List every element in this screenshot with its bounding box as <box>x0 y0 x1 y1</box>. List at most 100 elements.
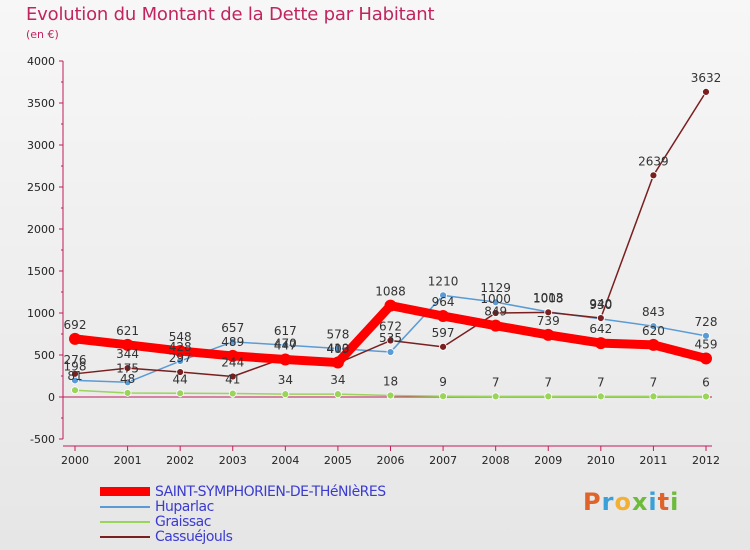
data-label: 728 <box>695 315 718 329</box>
data-label: 447 <box>274 338 297 352</box>
legend-swatch <box>100 535 150 538</box>
y-tick-label: 0 <box>48 391 55 404</box>
data-label: 617 <box>274 324 297 338</box>
data-point <box>544 392 553 401</box>
data-label: 198 <box>64 359 87 373</box>
data-point <box>491 392 500 401</box>
data-label: 843 <box>642 305 665 319</box>
data-label: 470 <box>274 337 297 351</box>
data-label: 1210 <box>428 274 459 288</box>
y-tick-label: 3500 <box>27 97 55 110</box>
data-point <box>123 389 132 397</box>
data-label: 964 <box>432 295 455 309</box>
data-label: 44 <box>173 372 188 386</box>
data-point <box>594 337 607 350</box>
data-label: 940 <box>589 297 612 311</box>
data-label: 2639 <box>638 154 669 168</box>
data-point <box>489 319 502 332</box>
y-tick-label: 2500 <box>27 181 55 194</box>
legend-swatch <box>100 487 150 496</box>
legend-item: Huparlac <box>100 498 386 515</box>
data-label: 175 <box>116 361 139 375</box>
data-point <box>544 308 553 317</box>
data-label: 410 <box>326 342 349 356</box>
data-label: 548 <box>169 330 192 344</box>
data-label: 297 <box>169 351 192 365</box>
data-label: 428 <box>169 340 192 354</box>
data-point <box>386 391 395 400</box>
data-point <box>386 348 395 356</box>
data-point <box>226 349 239 362</box>
legend-swatch <box>100 505 150 508</box>
data-point <box>71 386 79 395</box>
data-point <box>176 357 185 365</box>
chart-unit: (en €) <box>26 28 59 41</box>
legend-label: Huparlac <box>155 498 214 515</box>
x-tick-label: 2001 <box>114 454 142 467</box>
data-label: 1129 <box>480 281 511 295</box>
data-label: 41 <box>225 373 240 387</box>
data-point <box>702 88 710 96</box>
data-point <box>649 322 658 331</box>
x-tick-label: 2006 <box>377 454 405 467</box>
legend-item: Graissac <box>100 513 386 530</box>
data-label: 1013 <box>533 291 564 305</box>
data-label: 403 <box>326 342 349 356</box>
data-label: 692 <box>64 318 87 332</box>
legend-item: SAINT-SYMPHORIEN-DE-THéNIèRES <box>100 484 386 500</box>
data-label: 621 <box>116 324 139 338</box>
chart-axes: -500 0 500 1000 1500 2000 2500 3000 3500 4000 2000… <box>27 55 720 467</box>
data-point <box>174 344 187 357</box>
legend-item: Cassuéjouls <box>100 528 386 545</box>
data-point <box>384 299 397 312</box>
x-tick-label: 2004 <box>271 454 299 467</box>
chart-title: Evolution du Montant de la Dette par Hab… <box>26 4 435 25</box>
data-label: 18 <box>383 374 398 388</box>
x-tick-label: 2012 <box>692 454 720 467</box>
data-label: 244 <box>221 356 244 370</box>
data-label: 642 <box>589 322 612 336</box>
x-tick-label: 2000 <box>61 454 89 467</box>
data-label: 276 <box>64 353 87 367</box>
data-label: 930 <box>589 298 612 312</box>
data-point <box>123 364 132 373</box>
data-point <box>437 310 450 323</box>
x-tick-label: 2003 <box>219 454 247 467</box>
y-tick-label: 4000 <box>27 55 55 68</box>
data-point <box>176 389 185 398</box>
data-point <box>228 372 237 381</box>
data-point <box>176 368 185 376</box>
y-tick-label: 2000 <box>27 223 55 236</box>
y-tick-label: 500 <box>34 349 55 362</box>
data-label: 34 <box>330 373 345 387</box>
data-label: 489 <box>221 335 244 349</box>
data-label: 672 <box>379 320 402 334</box>
legend-label: Cassuéjouls <box>155 528 233 545</box>
data-point <box>596 392 605 401</box>
data-label: 81 <box>67 369 82 383</box>
data-point <box>491 298 500 307</box>
x-tick-label: 2011 <box>639 454 667 467</box>
data-point <box>123 378 132 387</box>
x-tick-label: 2005 <box>324 454 352 467</box>
data-label: 597 <box>432 326 455 340</box>
data-label: 1000 <box>480 292 511 306</box>
y-tick-label: 1500 <box>27 265 55 278</box>
y-tick-label: 1000 <box>27 307 55 320</box>
proxiti-logo: Proxiti <box>583 488 680 516</box>
x-tick-label: 2010 <box>587 454 615 467</box>
data-label: 48 <box>120 372 135 386</box>
series-points <box>69 88 712 401</box>
data-label: 7 <box>492 375 500 389</box>
data-point <box>228 337 237 346</box>
x-tick-label: 2007 <box>429 454 457 467</box>
x-tick-label: 2002 <box>166 454 194 467</box>
data-label: 739 <box>537 314 560 328</box>
data-point <box>228 389 237 398</box>
data-point <box>491 309 500 317</box>
data-label: 7 <box>650 375 658 389</box>
data-label: 344 <box>116 347 139 361</box>
legend-label: Graissac <box>155 513 211 530</box>
